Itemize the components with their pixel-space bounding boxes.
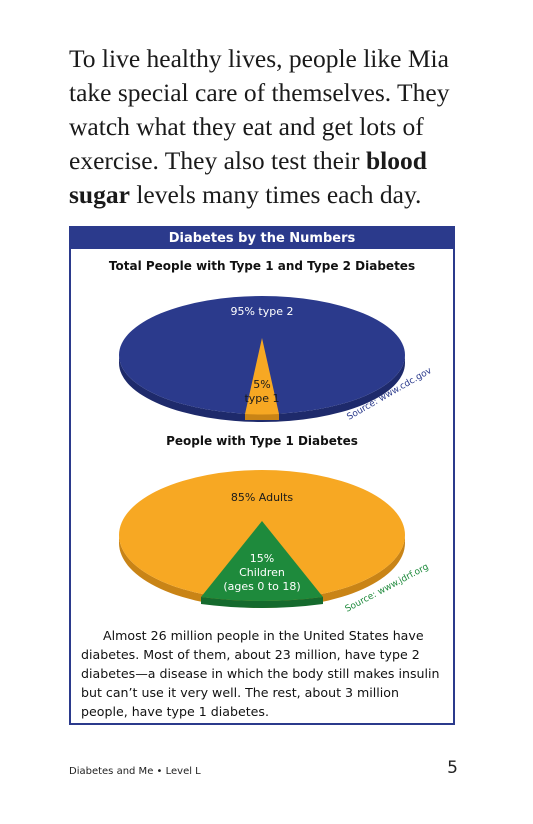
chart2-label-children-ages: (ages 0 to 18) [223, 580, 300, 593]
chart2-slice-children [201, 521, 323, 601]
chart1-title: Total People with Type 1 and Type 2 Diab… [108, 259, 416, 273]
book-title-footer: Diabetes and Me • Level L [69, 766, 201, 777]
chart1-slice-type1 [245, 338, 279, 415]
infographic-box: Diabetes by the Numbers Total People wit… [69, 226, 455, 725]
pie-charts-svg: 95% type 2 5% type 1 Source: www.cdc.gov… [119, 296, 434, 615]
chart1-pie: 95% type 2 5% type 1 Source: www.cdc.gov [119, 296, 434, 423]
chart1-slice-type1-edge [245, 414, 279, 420]
chart2-label-adults: 85% Adults [231, 491, 294, 504]
chart2-pie: 85% Adults 15% Children (ages 0 to 18) S… [119, 470, 431, 615]
intro-text-1: To live healthy lives, people like Mia t… [69, 44, 450, 175]
chart2-slice-children-edge [201, 597, 323, 608]
chart2-label-children-name: Children [239, 566, 285, 579]
chart1-label-type2: 95% type 2 [230, 305, 293, 318]
intro-bold-term: blood sugar [69, 146, 427, 209]
chart1-label-type1-percent: 5% [253, 378, 270, 391]
chart2-label-children-percent: 15% [250, 552, 274, 565]
chart2-title: People with Type 1 Diabetes [166, 434, 358, 448]
infographic-caption: Almost 26 million people in the United S… [81, 626, 449, 721]
intro-paragraph: To live healthy lives, people like Mia t… [69, 42, 489, 212]
caption-text: Almost 26 million people in the United S… [81, 628, 440, 719]
infographic-header: Diabetes by the Numbers [71, 228, 453, 249]
intro-text-2: levels many times each day. [129, 180, 422, 209]
chart1-label-type1-name: type 1 [244, 392, 279, 405]
page-number: 5 [447, 758, 458, 778]
